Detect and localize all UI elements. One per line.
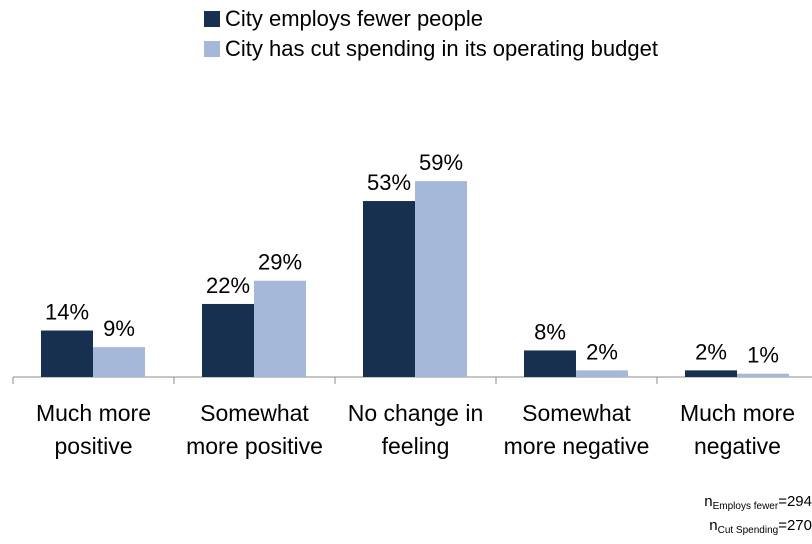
- sample-size-cut-spending: nCut Spending=270: [709, 517, 812, 536]
- data-label: 29%: [258, 250, 302, 275]
- data-label: 59%: [419, 150, 463, 175]
- legend-item-employs-fewer: City employs fewer people: [204, 4, 658, 34]
- category-label: feeling: [382, 433, 450, 459]
- category-label: more negative: [504, 433, 650, 459]
- legend-item-cut-spending: City has cut spending in its operating b…: [204, 34, 658, 64]
- category-label: negative: [694, 433, 781, 459]
- bar-cut-spending: [254, 280, 306, 377]
- data-label: 2%: [586, 339, 618, 364]
- bar-employs-fewer: [524, 350, 576, 377]
- data-label: 1%: [747, 343, 779, 368]
- bar-employs-fewer: [41, 330, 93, 377]
- category-label: Much more: [36, 400, 151, 426]
- data-label: 8%: [534, 319, 566, 344]
- data-label: 14%: [45, 300, 89, 325]
- legend-label-employs-fewer: City employs fewer people: [225, 6, 484, 31]
- sample-size-employs-fewer: nEmploys fewer=294: [704, 493, 812, 512]
- bar-cut-spending: [415, 181, 467, 377]
- legend-label-cut-spending: City has cut spending in its operating b…: [225, 36, 658, 61]
- bar-employs-fewer: [685, 370, 737, 377]
- bar-cut-spending: [737, 373, 789, 377]
- category-label: Somewhat: [522, 400, 631, 426]
- legend: City employs fewer people City has cut s…: [204, 4, 658, 64]
- category-label: No change in: [348, 400, 484, 426]
- category-label: Much more: [680, 400, 795, 426]
- bar-employs-fewer: [363, 201, 415, 377]
- bar-employs-fewer: [202, 303, 254, 377]
- legend-swatch-cut-spending: [204, 41, 220, 57]
- sample-size-note: nEmploys fewer=294 nCut Spending=270: [704, 492, 812, 540]
- data-label: 53%: [367, 170, 411, 195]
- data-label: 22%: [206, 273, 250, 298]
- legend-swatch-employs-fewer: [204, 11, 220, 27]
- data-label: 9%: [103, 316, 135, 341]
- category-label: Somewhat: [200, 400, 309, 426]
- data-label: 2%: [695, 339, 727, 364]
- bar-cut-spending: [93, 347, 145, 377]
- bar-cut-spending: [576, 370, 628, 377]
- category-label: positive: [55, 433, 133, 459]
- category-label: more positive: [186, 433, 323, 459]
